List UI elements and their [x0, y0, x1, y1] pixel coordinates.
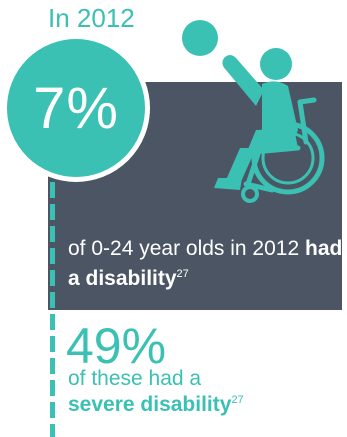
primary-stat-prefix: of 0-24 year olds in 2012	[68, 237, 305, 260]
secondary-percent: 49%	[66, 318, 167, 374]
secondary-stat-prefix: of these had a	[68, 367, 202, 390]
primary-percent: 7%	[33, 76, 119, 141]
primary-stat-text: of 0-24 year olds in 2012 had a disabili…	[68, 234, 344, 294]
percent-circle: 7%	[2, 34, 150, 182]
secondary-stat-text: of these had a severe disability27	[68, 366, 344, 418]
child-in-wheelchair-icon	[182, 20, 325, 203]
secondary-footnote: 27	[231, 394, 244, 406]
secondary-stat-bold: severe disability	[68, 393, 232, 416]
primary-stat-bold: had a disability	[68, 237, 343, 290]
primary-footnote: 27	[176, 268, 189, 280]
year-heading: In 2012	[48, 3, 135, 33]
